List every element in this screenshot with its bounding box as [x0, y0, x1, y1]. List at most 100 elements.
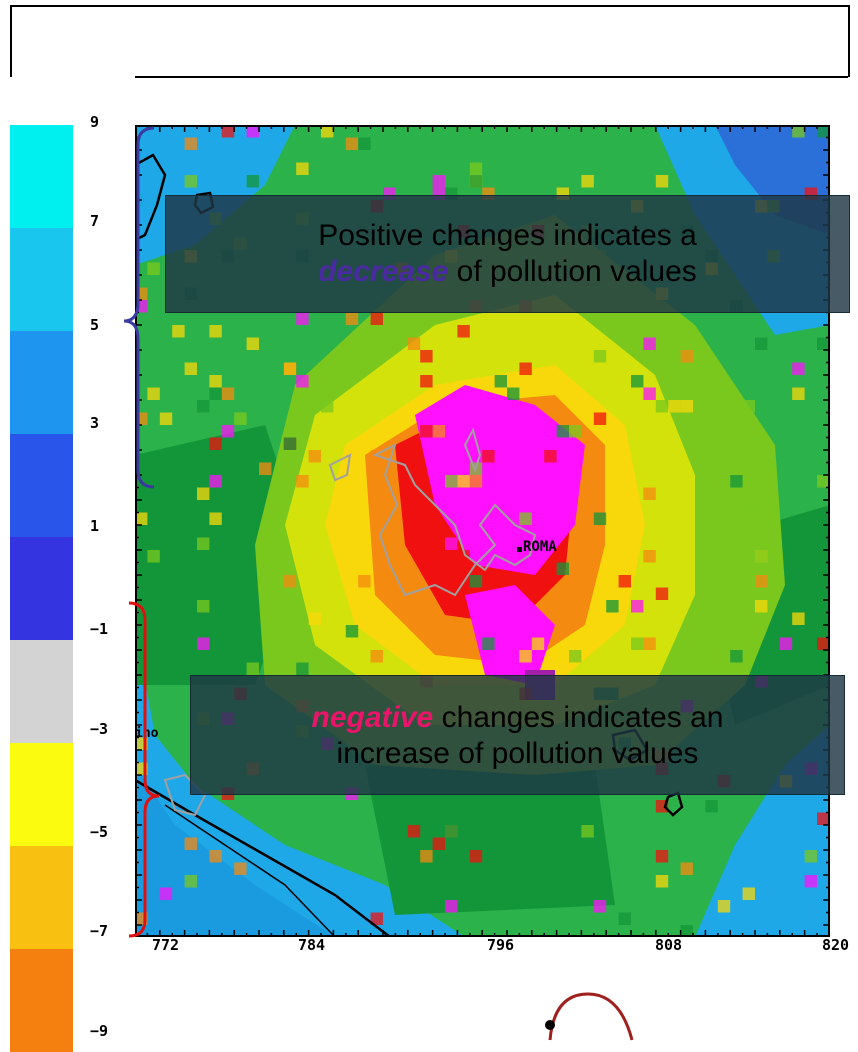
grid-cell [407, 800, 421, 813]
grid-cell [184, 362, 197, 375]
annotation-line: negative changes indicates an [191, 700, 844, 736]
colorbar-label: 5 [90, 316, 100, 334]
colorbar-label: −3 [90, 720, 109, 738]
grid-cell [817, 337, 830, 350]
grid-cell [308, 450, 321, 463]
grid-cell [531, 637, 545, 650]
negative-change-annotation: negative changes indicates an increase o… [190, 675, 845, 795]
colorbar-segment [10, 640, 73, 743]
grid-cell [209, 512, 222, 525]
coastline-inner [164, 804, 336, 937]
grid-cell [407, 825, 421, 838]
grid-cell [209, 387, 222, 400]
grid-cell [779, 637, 793, 650]
grid-cell [569, 425, 582, 438]
grid-cell [457, 475, 470, 488]
grid-cell [197, 487, 210, 500]
colorbar-segment [10, 949, 73, 1052]
grid-cell [172, 462, 185, 475]
boundary-fragment [463, 427, 482, 473]
city-boundary [372, 443, 537, 597]
city-marker-icon [517, 547, 522, 552]
grid-cell [792, 600, 805, 613]
sea-area-deep [135, 765, 335, 937]
boundary-fragment [163, 773, 207, 817]
grid-cell [234, 862, 247, 875]
grid-cell [655, 400, 669, 413]
grid-cell [135, 512, 148, 525]
grid-cell [792, 612, 805, 625]
colorbar-label: −9 [90, 1022, 109, 1040]
grid-cell [407, 337, 421, 350]
grid-cell [457, 550, 470, 563]
cursor-arc-icon [545, 992, 634, 1041]
title-box [10, 5, 850, 77]
grid-cell [296, 475, 309, 488]
grid-cell [631, 375, 644, 388]
lake-outline [135, 153, 167, 242]
grid-cell [209, 375, 222, 388]
grid-cell [221, 425, 235, 438]
grid-cell [593, 512, 607, 525]
grid-cell [321, 400, 334, 413]
city-label: ROMA [523, 539, 557, 555]
grid-cell [197, 525, 210, 538]
grid-cell [172, 325, 185, 338]
grid-cell [544, 450, 557, 463]
grid-cell [159, 887, 173, 900]
grid-cell [221, 387, 235, 400]
positive-range-bracket [123, 126, 155, 489]
grid-cell [730, 475, 743, 488]
grid-cell [184, 137, 197, 150]
grid-cell [742, 500, 755, 513]
grid-cell [593, 350, 607, 363]
grid-cell [221, 125, 235, 138]
grid-cell [680, 350, 693, 363]
grid-cell [643, 337, 656, 350]
grid-cell [246, 125, 259, 138]
grid-cell [321, 125, 334, 138]
grid-cell [618, 575, 631, 588]
grid-cell [246, 662, 259, 675]
grid-cell [283, 437, 297, 450]
grid-cell [197, 637, 210, 650]
grid-cell [643, 550, 656, 563]
grid-cell [420, 375, 433, 388]
grid-cell [655, 175, 669, 188]
grid-cell [593, 412, 607, 425]
magenta-spot [465, 585, 555, 685]
grid-cell [792, 125, 805, 138]
emphasis-decrease: decrease [318, 255, 449, 288]
grid-cell [631, 637, 644, 650]
grid-cell [308, 612, 321, 625]
grid-cell [432, 175, 445, 188]
magenta-core [415, 385, 585, 575]
grid-cell [817, 812, 830, 825]
grid-cell [618, 912, 631, 925]
colorbar [10, 125, 73, 1052]
grid-cell [581, 825, 594, 838]
colorbar-segment [10, 228, 73, 331]
grid-cell [432, 425, 445, 438]
grid-cell [283, 362, 297, 375]
annotation-text: changes indicates an [433, 701, 724, 734]
grid-cell [668, 400, 681, 413]
grid-cell [643, 637, 656, 650]
grid-cell [742, 887, 755, 900]
grid-cell [445, 475, 458, 488]
coastline [135, 778, 391, 937]
grid-cell [246, 175, 259, 188]
grid-cell [655, 875, 669, 888]
grid-cell [680, 862, 693, 875]
grid-cell [519, 862, 532, 875]
grid-cell [283, 575, 297, 588]
colorbar-label: −5 [90, 823, 109, 841]
colorbar-segment [10, 331, 73, 434]
grid-cell [792, 387, 805, 400]
grid-cell [420, 350, 433, 363]
grid-cell [445, 537, 458, 550]
emphasis-negative: negative [311, 701, 434, 734]
grid-cell [631, 600, 644, 613]
grid-cell [482, 450, 495, 463]
x-tick-label: 784 [298, 936, 326, 954]
